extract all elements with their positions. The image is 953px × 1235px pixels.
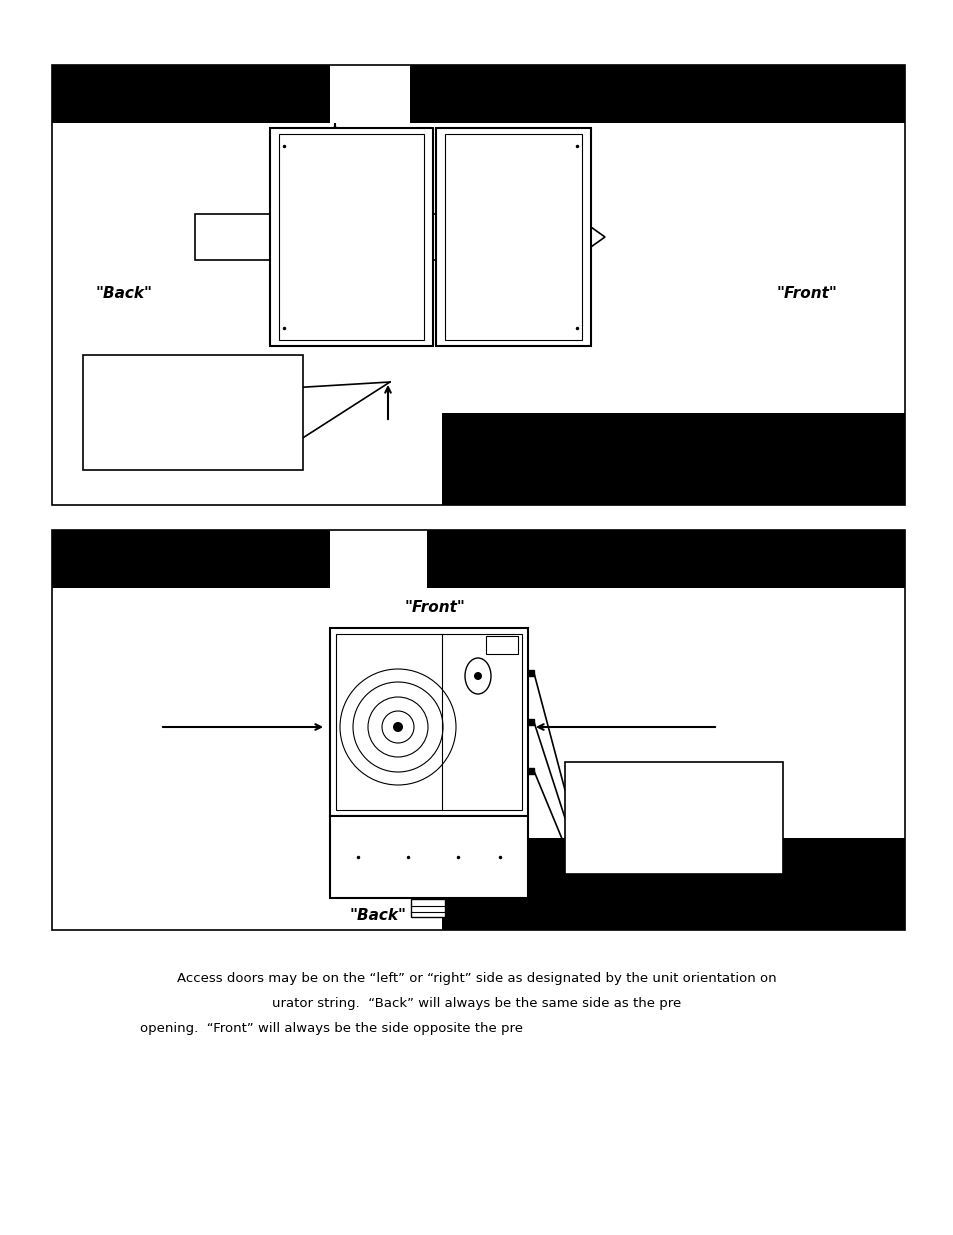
Circle shape	[474, 672, 481, 680]
Bar	[427, 530, 904, 588]
Bar	[411, 899, 444, 918]
Circle shape	[393, 722, 402, 732]
Bar	[330, 816, 527, 898]
Text: "Front": "Front"	[776, 285, 837, 300]
Bar	[52, 530, 904, 930]
Text: opening.  “Front” will always be the side opposite the pre: opening. “Front” will always be the side…	[140, 1023, 522, 1035]
Bar	[564, 762, 782, 874]
Ellipse shape	[464, 658, 491, 694]
Bar	[330, 629, 527, 816]
Bar	[52, 530, 330, 588]
Bar	[441, 839, 904, 930]
Bar	[278, 135, 423, 340]
Text: urator string.  “Back” will always be the same side as the pre: urator string. “Back” will always be the…	[273, 997, 680, 1010]
Bar	[485, 636, 517, 655]
Text: Access doors may be on the “left” or “right” side as designated by the unit orie: Access doors may be on the “left” or “ri…	[177, 972, 776, 986]
Bar	[83, 354, 303, 471]
Bar	[270, 128, 433, 346]
Text: "Back": "Back"	[349, 909, 406, 924]
Bar	[410, 65, 904, 124]
Text: "Front": "Front"	[404, 600, 465, 615]
Bar	[335, 634, 521, 810]
Bar	[52, 65, 904, 505]
Bar	[52, 65, 330, 124]
Text: "Back": "Back"	[95, 285, 152, 300]
Bar	[444, 135, 581, 340]
FancyArrow shape	[194, 191, 604, 283]
Bar	[441, 412, 904, 505]
Bar	[436, 128, 590, 346]
